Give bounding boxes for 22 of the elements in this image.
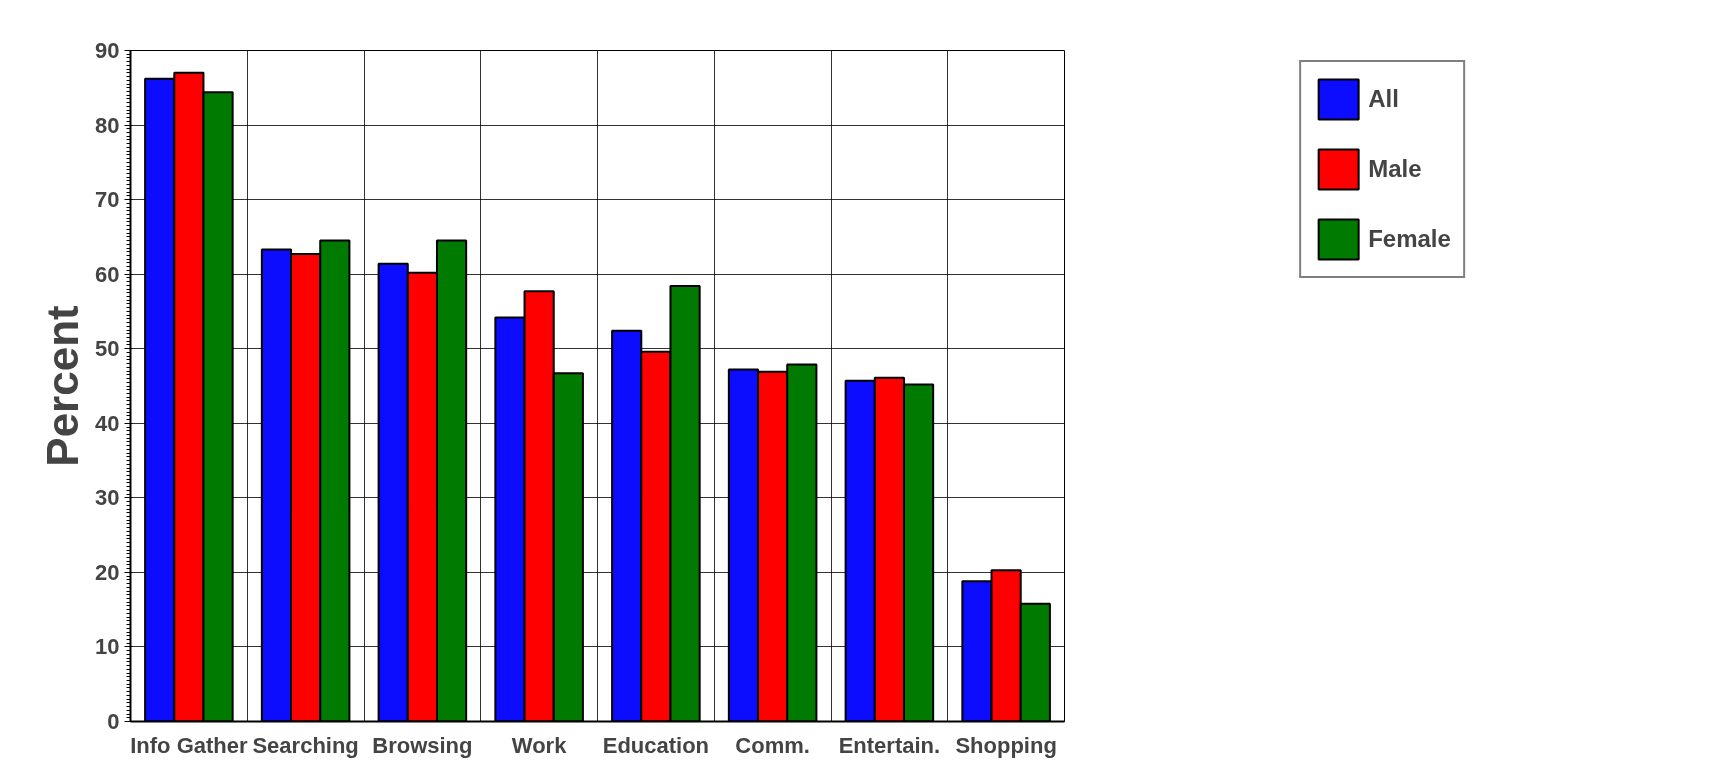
x-tick-label: Comm. (735, 732, 810, 758)
y-tick-label: 60 (95, 261, 120, 287)
y-axis-title: Percent (38, 304, 88, 467)
x-tick-label: Education (602, 732, 710, 758)
legend-label: Male (1368, 155, 1422, 183)
y-tick-label: 80 (95, 112, 120, 138)
y-tick-label: 70 (95, 187, 120, 213)
legend-label: All (1368, 85, 1399, 113)
y-tick-label: 30 (95, 485, 120, 511)
y-tick-label: 50 (95, 336, 120, 362)
x-tick-label: Browsing (372, 732, 473, 758)
y-tick-label: 40 (95, 410, 120, 436)
y-tick-label: 20 (95, 559, 120, 585)
y-tick-label: 0 (107, 709, 120, 734)
x-tick-label: Shopping (955, 732, 1057, 758)
legend-label: Female (1368, 225, 1451, 253)
x-tick-label: Searching (252, 732, 359, 758)
y-tick-label: 10 (95, 634, 120, 660)
x-tick-label: Entertain. (838, 732, 941, 758)
x-tick-label: Work (511, 732, 568, 758)
y-tick-label: 90 (95, 38, 120, 63)
x-tick-label: Info Gather (130, 732, 248, 758)
